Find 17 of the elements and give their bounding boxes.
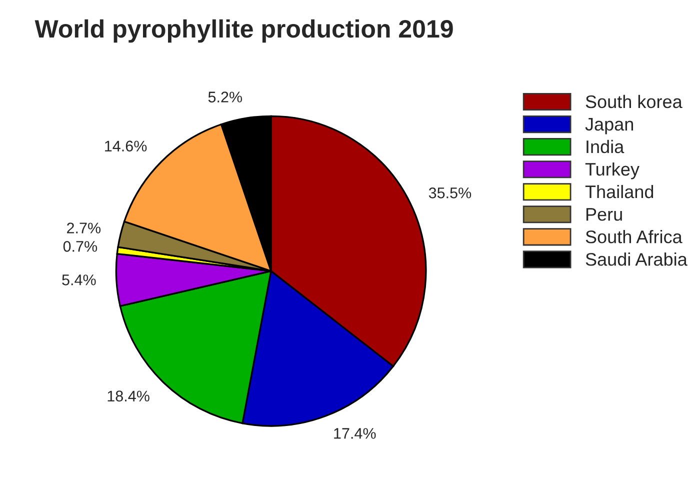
data-label: 17.4% xyxy=(334,428,376,439)
legend-label: Japan xyxy=(585,118,634,134)
data-label: 0.7% xyxy=(63,241,98,252)
legend-label: India xyxy=(586,140,624,154)
legend-label: South Africa xyxy=(586,230,682,244)
data-label: 18.4% xyxy=(108,390,150,402)
legend-label: South korea xyxy=(586,94,682,108)
data-label: 5.4% xyxy=(62,274,96,286)
legend-label: Thailand xyxy=(585,184,654,198)
data-label: 14.6% xyxy=(105,140,147,152)
legend-label: Peru xyxy=(586,208,622,221)
legend-label: Turkey xyxy=(585,162,640,180)
chart-title: World pyrophyllite production 2019 xyxy=(34,19,453,43)
data-label: 35.5% xyxy=(428,188,472,198)
legend-label: Saudi Arabia xyxy=(586,252,688,266)
data-label: 5.2% xyxy=(208,92,242,102)
data-label: 2.7% xyxy=(67,222,101,234)
